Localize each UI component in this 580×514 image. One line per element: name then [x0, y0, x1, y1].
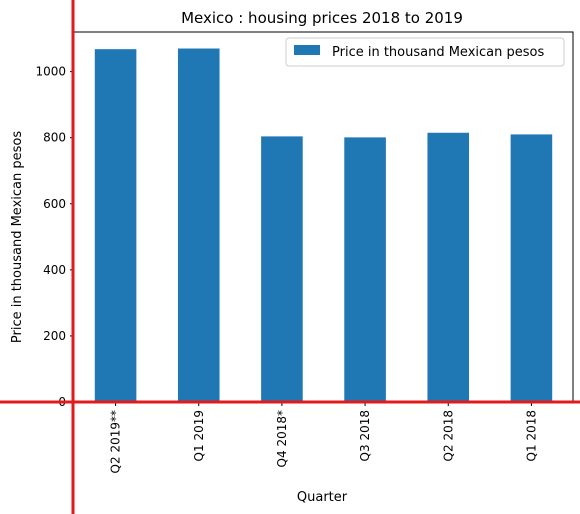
- legend-label: Price in thousand Mexican pesos: [332, 45, 544, 60]
- x-tick-label: Q4 2018*: [275, 410, 289, 467]
- y-axis-title: Price in thousand Mexican pesos: [10, 131, 25, 343]
- x-axis-title: Quarter: [297, 490, 348, 505]
- legend-swatch: [294, 45, 320, 55]
- y-tick-label: 800: [43, 131, 66, 145]
- legend: Price in thousand Mexican pesos: [285, 37, 565, 67]
- x-tick-label: Q3 2018: [358, 410, 372, 461]
- plot-area: [73, 31, 574, 403]
- y-tick-label: 600: [43, 197, 66, 211]
- bar: [427, 132, 470, 402]
- bar: [261, 136, 303, 402]
- x-tick-label: Q1 2018: [524, 410, 538, 461]
- legend-box: [285, 37, 565, 67]
- chart-title: Mexico : housing prices 2018 to 2019: [181, 9, 463, 27]
- plot-frame: [73, 31, 574, 403]
- bar: [510, 134, 553, 402]
- x-tick-label: Q2 2018: [441, 410, 455, 461]
- bar: [177, 48, 220, 403]
- y-tick-label: 200: [43, 329, 66, 343]
- x-tick-label: Q2 2019**: [109, 410, 123, 473]
- x-axis-ticks: Q2 2019** Q1 2019 Q4 2018* Q3 2018 Q2 2018 Q1…: [109, 402, 538, 473]
- bar: [344, 137, 386, 402]
- bars: [94, 48, 553, 403]
- x-tick-label: Q1 2019: [192, 410, 206, 461]
- y-tick-label: 1000: [35, 65, 66, 79]
- bar: [94, 49, 137, 403]
- y-axis-ticks: 02004006008001000: [35, 65, 74, 409]
- y-tick-label: 400: [43, 263, 66, 277]
